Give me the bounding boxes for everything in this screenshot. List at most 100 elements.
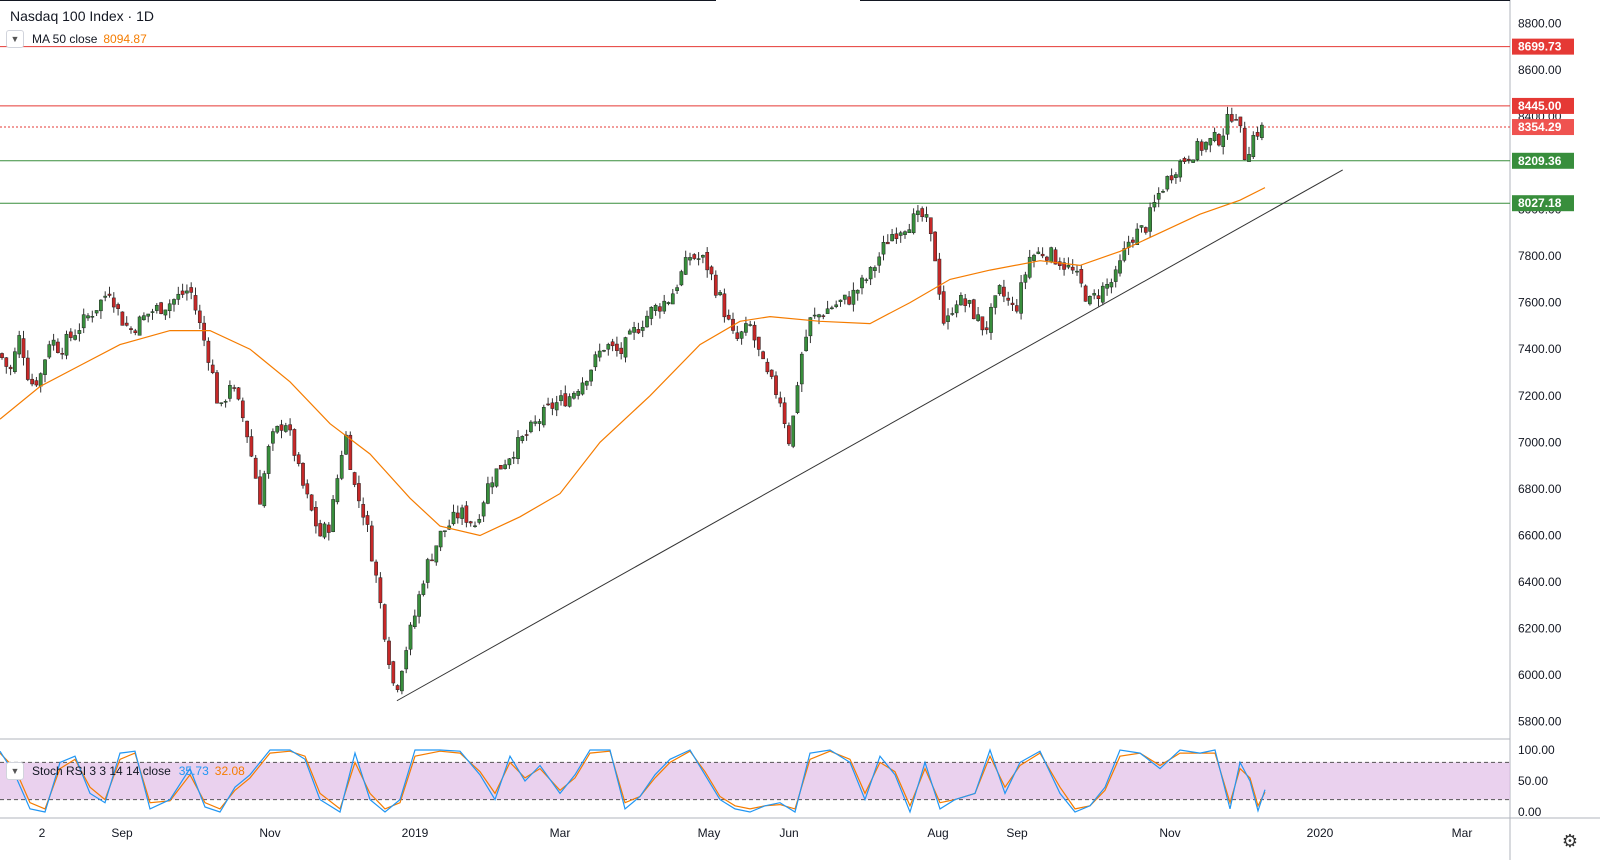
price-tick-label: 8600.00	[1518, 63, 1562, 77]
candle-body	[133, 330, 138, 334]
time-tick-label: Mar	[550, 826, 571, 840]
candle-body	[541, 407, 546, 426]
chart-legend: Nasdaq 100 Index · 1D ▼ MA 50 close 8094…	[6, 8, 154, 48]
candle-body	[490, 482, 495, 488]
candle-body	[228, 385, 232, 399]
candle-body	[417, 594, 421, 617]
candle-body	[1083, 285, 1088, 302]
candle-body	[1195, 140, 1200, 160]
price-tick-label: 7400.00	[1518, 342, 1562, 356]
candle-body	[554, 402, 559, 411]
candle-body	[971, 299, 976, 320]
price-tick-label: 6200.00	[1518, 622, 1562, 636]
candle-body	[1247, 154, 1251, 162]
candle-body	[701, 255, 705, 258]
candle-body	[215, 372, 219, 404]
candle-body	[1122, 248, 1127, 261]
time-tick-label: 2019	[402, 826, 429, 840]
candle-body	[1186, 158, 1191, 161]
candle-body	[825, 308, 830, 314]
candle-body	[1242, 127, 1247, 160]
candle-body	[318, 523, 323, 537]
candle-body	[240, 400, 245, 419]
candle-body	[1165, 176, 1170, 190]
price-tick-label: 6400.00	[1518, 575, 1562, 589]
candle-body	[799, 353, 804, 385]
candle-body	[1139, 225, 1144, 228]
chevron-down-icon[interactable]: ▼	[6, 30, 24, 48]
candle-body	[1045, 256, 1049, 261]
candle-body	[963, 298, 968, 306]
candle-body	[1092, 293, 1097, 296]
candle-body	[1260, 124, 1264, 138]
candle-body	[430, 559, 434, 562]
candle-body	[898, 232, 903, 236]
candle-body	[245, 420, 249, 438]
time-tick-label: Sep	[111, 826, 133, 840]
candle-body	[1148, 207, 1152, 232]
candle-body	[38, 373, 43, 387]
candle-body	[670, 293, 675, 305]
candle-body	[1027, 256, 1032, 278]
candle-body	[1161, 191, 1165, 193]
candle-body	[559, 395, 563, 402]
candle-body	[709, 266, 714, 275]
candle-body	[726, 314, 731, 320]
candle-body	[752, 324, 757, 341]
candle-body	[791, 415, 796, 447]
gear-icon[interactable]: ⚙	[1561, 831, 1578, 851]
candle-body	[421, 583, 426, 595]
candle-body	[976, 314, 980, 321]
candle-body	[675, 287, 679, 291]
candle-body	[653, 305, 658, 311]
candle-body	[688, 257, 692, 261]
candle-body	[60, 353, 65, 355]
candle-body	[1118, 260, 1122, 274]
candle-body	[56, 341, 60, 353]
candle-body	[1010, 302, 1015, 305]
ma50-line	[0, 187, 1266, 537]
candle-body	[90, 316, 95, 318]
candle-body	[881, 242, 886, 255]
candle-body	[142, 315, 146, 321]
candle-body	[632, 327, 636, 333]
price-tick-label: 7800.00	[1518, 249, 1562, 263]
trendline	[396, 169, 1343, 702]
candle-body	[834, 304, 839, 307]
candle-body	[494, 468, 499, 487]
candle-body	[13, 351, 17, 373]
candle-body	[821, 315, 826, 317]
time-tick-label: Aug	[927, 826, 948, 840]
candle-body	[782, 402, 787, 424]
candle-body	[967, 300, 972, 304]
candle-body	[877, 256, 882, 266]
stoch-band	[0, 762, 1510, 800]
price-level-label: 8445.00	[1518, 99, 1562, 113]
candle-body	[795, 385, 800, 413]
candle-body	[361, 504, 366, 518]
candle-body	[477, 518, 482, 523]
candle-body	[1143, 227, 1148, 233]
chevron-down-icon[interactable]: ▼	[6, 762, 24, 780]
candle-body	[21, 338, 26, 358]
price-level-label: 8209.36	[1518, 154, 1562, 168]
candle-body	[163, 309, 168, 316]
candle-body	[1062, 262, 1066, 270]
candle-body	[1174, 174, 1178, 178]
candle-body	[941, 291, 946, 324]
candle-body	[778, 397, 783, 404]
candle-body	[520, 436, 525, 441]
candle-body	[1204, 141, 1208, 150]
candle-body	[1019, 282, 1023, 314]
price-tick-label: 7200.00	[1518, 389, 1562, 403]
candle-body	[339, 455, 344, 479]
candle-body	[890, 234, 894, 242]
candle-body	[584, 380, 589, 386]
candle-body	[271, 431, 275, 444]
candle-body	[1070, 266, 1075, 271]
candle-body	[679, 271, 684, 286]
candle-body	[1113, 269, 1118, 282]
candle-body	[400, 670, 404, 692]
candle-body	[486, 483, 490, 504]
